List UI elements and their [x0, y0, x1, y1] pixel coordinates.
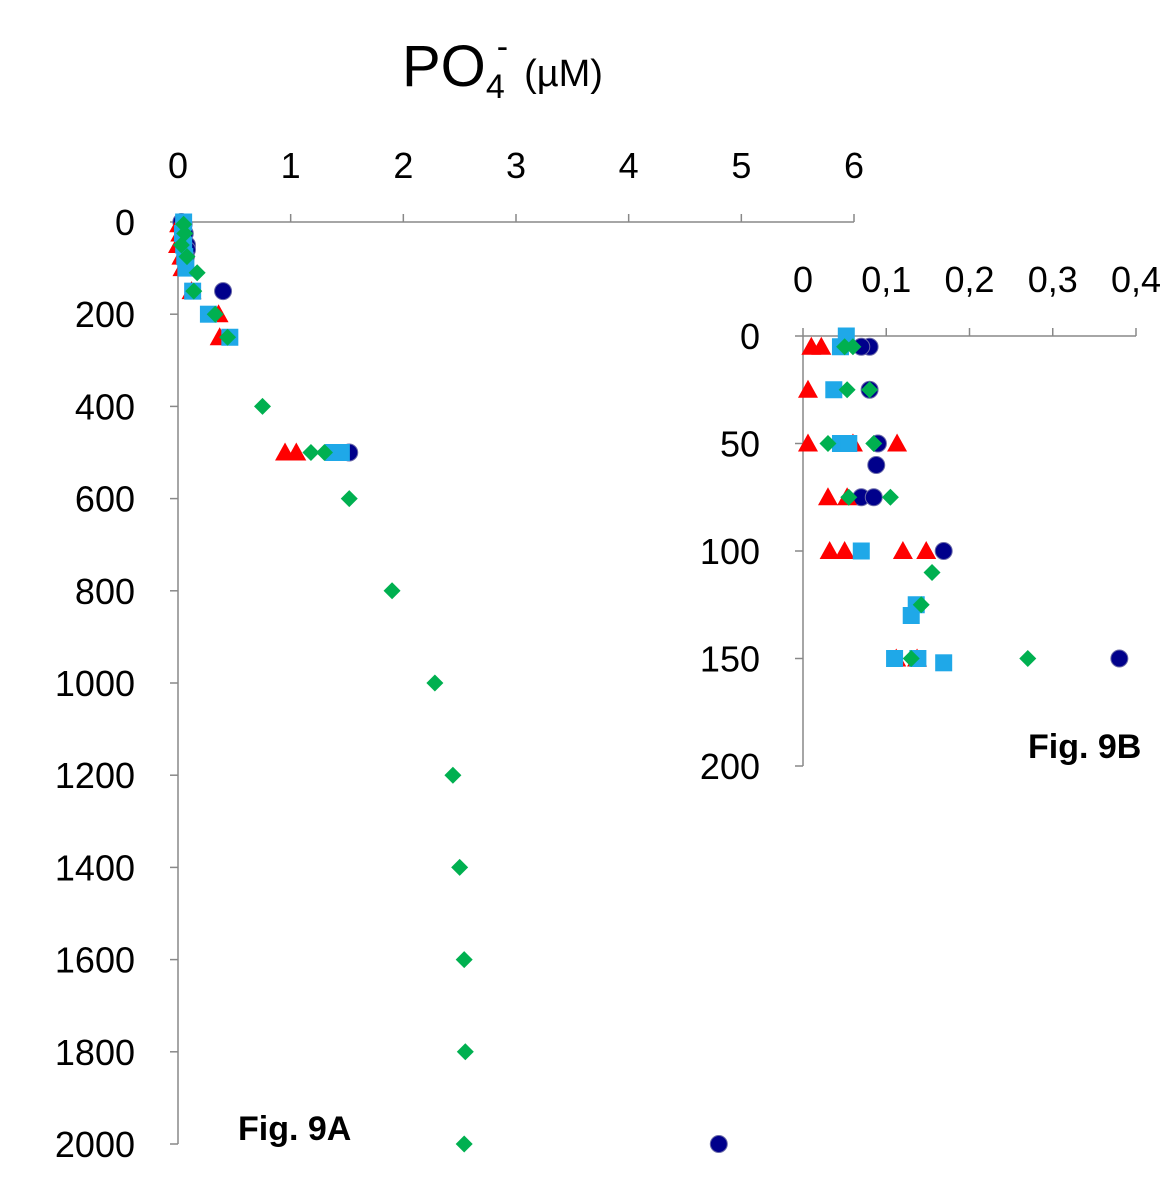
data-point-diamond	[861, 381, 879, 399]
x-tick-label: 0,3	[1028, 259, 1078, 300]
data-point-triangle	[811, 336, 832, 355]
data-point-square	[825, 381, 843, 399]
data-point-diamond	[444, 766, 462, 784]
x-tick-label: 0	[168, 145, 188, 186]
data-point-diamond	[844, 338, 862, 356]
data-point-diamond	[881, 488, 899, 506]
data-point-triangle	[916, 541, 937, 559]
y-tick-label: 50	[720, 424, 760, 465]
data-point-diamond	[172, 236, 190, 254]
x-tick-label: 0,4	[1111, 259, 1160, 300]
data-point-diamond	[455, 951, 473, 969]
y-tick-label: 200	[700, 746, 760, 787]
data-point-diamond	[455, 1135, 473, 1153]
series-circle	[852, 337, 1129, 668]
series-square	[174, 213, 350, 461]
figure-label: Fig. 9A	[238, 1110, 351, 1148]
plot-fig9a: 0 1 2 3 4 5 6020040060080010001200140016001800…	[55, 145, 864, 1165]
data-point-square	[840, 435, 858, 452]
y-tick-label: 1000	[55, 663, 135, 704]
data-point-square	[886, 650, 904, 667]
title-superscript: -	[497, 28, 508, 66]
data-point-diamond	[188, 264, 206, 282]
figure-label: Fig. 9B	[1028, 728, 1141, 766]
data-point-diamond	[819, 435, 837, 452]
title-unit: (µM)	[524, 53, 603, 95]
data-point-diamond	[838, 381, 856, 399]
y-tick-label: 600	[75, 479, 135, 520]
data-point-diamond	[451, 858, 469, 876]
data-point-triangle	[887, 433, 908, 452]
y-tick-label: 0	[740, 316, 760, 357]
data-point-triangle	[797, 433, 818, 452]
data-point-diamond	[383, 582, 401, 600]
data-point-diamond	[219, 328, 237, 346]
data-point-diamond	[912, 596, 930, 614]
x-tick-label: 1	[281, 145, 301, 186]
y-tick-label: 400	[75, 386, 135, 427]
series-diamond	[172, 215, 474, 1153]
data-point-circle	[214, 282, 233, 301]
title-subscript: 4	[486, 68, 505, 106]
y-tick-label: 0	[115, 202, 135, 243]
x-tick-label: 4	[619, 145, 639, 186]
y-tick-label: 100	[700, 531, 760, 572]
data-point-diamond	[185, 282, 203, 300]
data-point-diamond	[1019, 650, 1037, 667]
data-point-diamond	[902, 650, 920, 667]
data-point-diamond	[865, 435, 883, 452]
x-tick-label: 0	[793, 259, 813, 300]
y-tick-label: 1200	[55, 755, 135, 796]
data-point-diamond	[178, 248, 196, 266]
data-point-triangle	[797, 379, 818, 398]
series-circle	[172, 213, 728, 1153]
y-tick-label: 1800	[55, 1032, 135, 1073]
data-point-circle	[864, 488, 883, 507]
data-point-diamond	[254, 397, 271, 415]
y-tick-label: 200	[75, 294, 135, 335]
y-tick-label: 2000	[55, 1124, 135, 1165]
plot-fig9b: 0 0,1 0,2 0,3 0,4 0 50 100 150 200 Fig. 9B	[700, 259, 1160, 787]
series-diamond	[819, 338, 1037, 667]
data-point-diamond	[340, 490, 358, 508]
x-tick-label: 5	[731, 145, 751, 186]
x-tick-label: 2	[393, 145, 413, 186]
y-tick-label: 1600	[55, 940, 135, 981]
data-point-triangle	[892, 541, 913, 559]
data-point-square	[902, 607, 920, 624]
data-point-triangle	[286, 442, 307, 461]
x-tick-label: 6	[844, 145, 864, 186]
x-tick-label: 3	[506, 145, 526, 186]
data-point-circle	[1110, 649, 1129, 668]
data-point-diamond	[206, 305, 224, 323]
data-point-square	[852, 542, 870, 560]
data-point-triangle	[819, 541, 840, 559]
data-point-diamond	[302, 444, 320, 461]
data-point-diamond	[315, 444, 333, 461]
data-point-circle	[709, 1135, 728, 1153]
data-point-diamond	[840, 488, 858, 506]
data-point-circle	[934, 542, 953, 560]
chart-title: PO4-(µM)	[402, 28, 603, 106]
data-point-diamond	[923, 564, 941, 581]
data-point-square	[935, 654, 953, 672]
data-point-triangle	[834, 541, 855, 559]
y-tick-label: 800	[75, 571, 135, 612]
y-tick-label: 1400	[55, 847, 135, 888]
x-tick-label: 0,1	[861, 259, 911, 300]
data-point-square	[332, 444, 350, 461]
data-point-diamond	[426, 674, 444, 692]
title-main: PO	[402, 34, 486, 99]
x-tick-label: 0,2	[944, 259, 994, 300]
data-point-circle	[867, 456, 886, 474]
data-point-diamond	[456, 1043, 474, 1061]
data-point-triangle	[817, 487, 838, 506]
y-tick-label: 150	[700, 639, 760, 680]
